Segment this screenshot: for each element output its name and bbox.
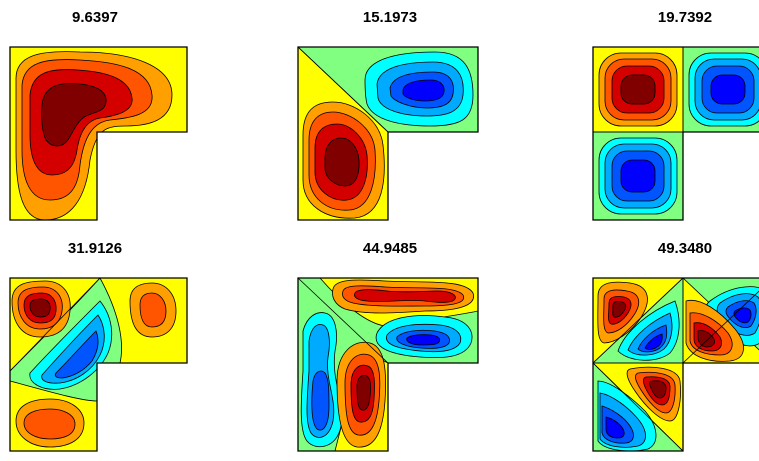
contour-region — [23, 408, 76, 440]
contour-region — [710, 74, 746, 105]
contour-region — [402, 79, 445, 102]
eigenmode-plot-5 — [297, 277, 479, 452]
contour-region — [311, 370, 330, 431]
contour-region — [644, 333, 663, 350]
contour-region — [733, 307, 752, 324]
panel-title-2: 15.1973 — [362, 9, 418, 26]
contour-region — [605, 416, 625, 439]
contour-region — [41, 83, 107, 147]
contour-region — [139, 292, 167, 328]
figure: { "panels": [ {"title": "9.6397"}, {"tit… — [9, 9, 759, 452]
eigenmode-plot-3 — [592, 46, 759, 221]
contour-region — [406, 334, 441, 346]
contour-region — [649, 380, 667, 399]
panel-title-4: 31.9126 — [67, 240, 123, 257]
eigenmode-plot-6 — [592, 277, 759, 452]
contour-region — [324, 137, 360, 187]
panel-title-3: 19.7392 — [657, 9, 713, 26]
contour-region — [620, 159, 656, 193]
contour-region — [620, 74, 656, 105]
contour-region — [356, 375, 371, 411]
eigenmode-plot-2 — [297, 46, 479, 221]
contour-region — [41, 314, 105, 384]
contour-region — [354, 289, 456, 303]
panel-title-6: 49.3480 — [657, 240, 713, 257]
contour-region — [29, 298, 51, 318]
eigenmode-plot-4 — [9, 277, 188, 452]
panel-title-5: 44.9485 — [362, 240, 418, 257]
panel-title-1: 9.6397 — [72, 9, 118, 26]
contour-region — [697, 330, 715, 348]
contour-region — [612, 301, 627, 318]
contour-region — [54, 330, 99, 379]
eigenmode-plot-1 — [9, 46, 188, 221]
